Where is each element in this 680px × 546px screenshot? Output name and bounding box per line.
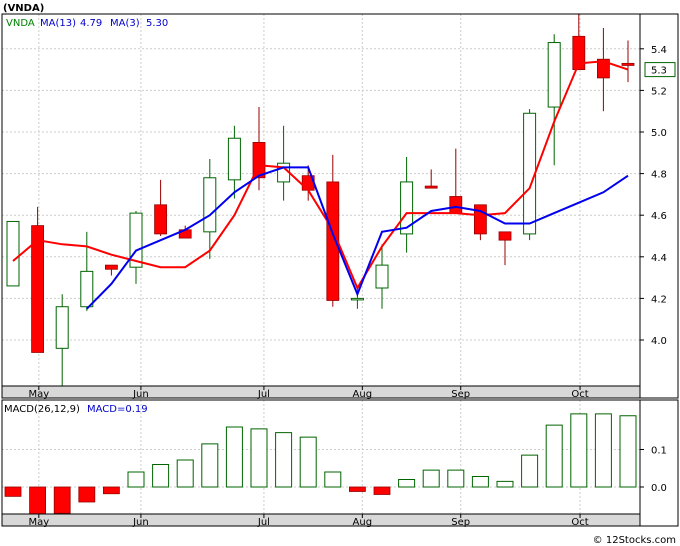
macd-month-label: May <box>28 517 49 528</box>
macd-bar-positive <box>324 471 342 488</box>
macd-bar-negative <box>4 486 22 497</box>
price-time-strip <box>2 386 640 398</box>
price-panel-frame <box>1 13 679 399</box>
chart-title: (VNDA) <box>3 3 44 14</box>
macd-bar-positive <box>594 413 612 488</box>
candle-body-down <box>424 185 438 189</box>
candle-body-down <box>597 58 610 79</box>
macd-tick-label: 0.1 <box>651 446 667 457</box>
macd-time-strip <box>2 514 640 526</box>
candle-body-down <box>154 204 168 235</box>
ma13-line <box>86 166 629 310</box>
macd-bar-negative <box>53 486 71 514</box>
legend-symbol: VNDA <box>6 18 35 29</box>
candle-body-down <box>621 62 635 66</box>
candle-body-up <box>523 112 537 235</box>
price-tick-label: 5.2 <box>651 86 667 97</box>
last-price-box <box>644 62 676 78</box>
macd-bar-positive <box>299 436 317 488</box>
candle-body-up <box>350 297 364 301</box>
price-tick-label: 5.0 <box>651 128 667 139</box>
axis-labels: 4.0 4.2 4.4 4.6 4.8 5.0 5.2 5.4 5.3 0.0 0.1 May May J… <box>28 45 676 528</box>
moving-averages <box>12 60 629 310</box>
month-label: Aug <box>353 389 373 400</box>
macd-bar-positive <box>570 413 588 488</box>
month-label: Jun <box>132 389 149 400</box>
macd-bar-negative <box>373 486 391 495</box>
macd-bars <box>4 413 637 516</box>
macd-bar-positive <box>471 476 489 488</box>
macd-bar-positive <box>545 424 563 488</box>
price-grid <box>2 14 640 386</box>
macd-bar-negative <box>103 486 120 495</box>
macd-month-label: Sep <box>451 517 470 528</box>
macd-tick-label: 0.0 <box>651 483 667 494</box>
macd-params-label: MACD(26,12,9) <box>4 404 80 415</box>
candle-body-down <box>105 264 118 270</box>
price-tick-label: 4.4 <box>651 253 667 264</box>
macd-panel-frame <box>1 399 679 527</box>
candle-body-up <box>227 137 241 181</box>
month-label: May <box>28 389 49 400</box>
macd-month-label: Oct <box>571 517 588 528</box>
candle-body-up <box>6 220 20 287</box>
macd-bar-positive <box>496 480 514 488</box>
macd-bar-negative <box>78 486 96 503</box>
macd-bar-positive <box>447 469 465 488</box>
macd-bar-positive <box>250 428 268 488</box>
price-tick-label: 5.4 <box>651 45 667 56</box>
month-label: Sep <box>451 389 470 400</box>
candle-body-up <box>375 264 389 289</box>
legend-ma3-value: 5.30 <box>146 18 168 29</box>
candle-body-up <box>80 270 94 308</box>
macd-bar-positive <box>176 459 194 488</box>
macd-bar-positive <box>422 469 440 488</box>
price-tick-label: 4.6 <box>651 211 667 222</box>
macd-bar-negative <box>348 486 366 492</box>
macd-value-label: MACD=0.19 <box>87 404 148 415</box>
price-tick-label: 4.0 <box>651 336 667 347</box>
macd-bar-positive <box>275 432 293 488</box>
candle-body-down <box>473 204 487 235</box>
macd-bar-positive <box>201 443 219 488</box>
candle-body-down <box>31 225 45 353</box>
candle-body-up <box>400 181 414 235</box>
candle-body-up <box>547 42 561 108</box>
copyright-footer: © 12Stocks.com <box>593 535 676 546</box>
legend-ma13-value: 4.79 <box>80 18 102 29</box>
last-price-label: 5.3 <box>651 66 667 77</box>
macd-month-label: Jul <box>257 517 270 528</box>
macd-bar-negative <box>29 486 47 516</box>
macd-month-label: Aug <box>353 517 373 528</box>
price-tick-label: 4.2 <box>651 294 667 305</box>
legend-ma13-label: MA(13) <box>40 18 76 29</box>
candle-body-up <box>55 306 69 349</box>
candle-body-down <box>252 141 266 179</box>
macd-bar-positive <box>398 479 416 488</box>
candle-body-down <box>498 231 512 241</box>
candle-body-up <box>203 177 217 233</box>
macd-month-label: Jun <box>132 517 149 528</box>
ma3-line <box>12 60 629 291</box>
macd-bar-positive <box>225 426 243 488</box>
candle-body-down <box>326 181 340 301</box>
macd-bar-positive <box>521 454 539 488</box>
macd-bar-positive <box>127 471 145 488</box>
macd-bar-positive <box>152 464 170 488</box>
price-tick-label: 4.8 <box>651 170 667 181</box>
month-label: Jul <box>257 389 270 400</box>
candle-body-down <box>572 35 586 70</box>
month-label: Oct <box>571 389 588 400</box>
candle-body-down <box>449 196 463 214</box>
legend-ma3-label: MA(3) <box>110 18 140 29</box>
macd-bar-positive <box>619 415 637 488</box>
